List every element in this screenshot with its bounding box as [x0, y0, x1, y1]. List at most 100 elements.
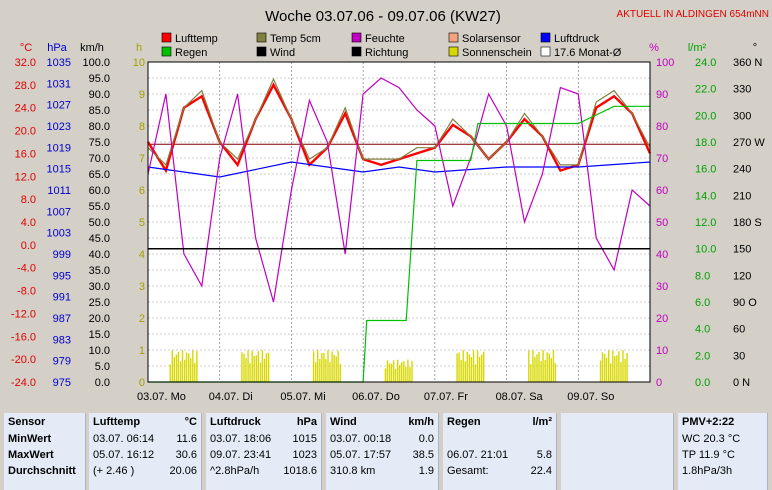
- row-labels-box: Sensor MinWert MaxWert Durchschnitt: [4, 413, 86, 490]
- regen-header: Regen: [447, 416, 481, 428]
- rain-tick-10: 4.0: [695, 324, 710, 336]
- sunshine-bar-4-1: [458, 352, 460, 382]
- sunshine-bar-4-3: [462, 350, 464, 382]
- press-tick-4: 1019: [47, 142, 71, 154]
- sunshine-bar-1-8: [257, 351, 259, 382]
- press-tick-9: 999: [53, 249, 71, 261]
- rain-tick-7: 10.0: [695, 244, 716, 256]
- x-label-5: 08.07. Sa: [496, 391, 544, 403]
- wind-tick-0: 100.0: [82, 57, 110, 69]
- series-lines: [146, 77, 652, 383]
- regen-total-label: Gesamt:: [447, 465, 489, 477]
- chart-title: Woche 03.07.06 - 09.07.06 (KW27): [265, 8, 501, 25]
- hum-tick-9: 10: [656, 345, 668, 357]
- sunshine-bar-4-7: [470, 357, 473, 382]
- legend-label-1: Temp 5cm: [270, 33, 321, 45]
- sun-tick-0: 10: [133, 57, 145, 69]
- wind-min-time: 03.07. 00:18: [330, 433, 392, 445]
- lufttemp-unit: °C: [184, 416, 197, 428]
- temp-tick-0: 32.0: [15, 57, 36, 69]
- series-temp-5cm: [147, 77, 651, 167]
- sunshine-bar-4-8: [472, 350, 475, 382]
- rain-tick-0: 24.0: [695, 57, 716, 69]
- temp-tick-12: -16.0: [11, 331, 36, 343]
- wind-max-value: 38.5: [412, 449, 434, 461]
- axis-unit-3: h: [136, 42, 142, 54]
- sunshine-bar-2-11: [335, 356, 337, 382]
- sunshine-bar-1-7: [255, 355, 257, 382]
- wind-header: Wind: [330, 416, 357, 428]
- lufttemp-max-value: 30.6: [175, 449, 197, 461]
- luftdruck-trend: ^2.8hPa/h: [210, 465, 260, 477]
- sunshine-bar-6-7: [614, 356, 616, 382]
- regen-max-value: 5.8: [536, 449, 552, 461]
- sun-tick-3: 7: [139, 153, 145, 165]
- plot-frame: [147, 61, 651, 383]
- temp-tick-2: 24.0: [15, 103, 36, 115]
- sunshine-bar-3-11: [407, 359, 409, 382]
- wind-tick-18: 10.0: [89, 345, 110, 357]
- hum-tick-1: 90: [656, 89, 668, 101]
- temp-tick-1: 28.0: [15, 80, 36, 92]
- sunshine-bar-2-10: [333, 355, 335, 382]
- legend-swatch-0: [161, 32, 172, 43]
- dir-tick-11: 30: [733, 350, 745, 362]
- rain-tick-5: 14.0: [695, 190, 716, 202]
- sunshine-bar-3-4: [392, 360, 395, 382]
- dir-tick-7: 150: [733, 244, 751, 256]
- sunshine-bar-2-13: [339, 363, 341, 382]
- dir-tick-2: 300: [733, 110, 751, 122]
- rain-tick-2: 20.0: [695, 110, 716, 122]
- sunshine-bar-2-6: [325, 359, 327, 382]
- wind-tick-11: 45.0: [89, 233, 110, 245]
- sun-tick-1: 9: [139, 89, 145, 101]
- pmv-pressure-trend: 1.8hPa/3h: [682, 465, 733, 477]
- legend-label-4: Luftdruck: [554, 33, 600, 45]
- plot-area: [148, 62, 650, 382]
- sunshine-bar-2-9: [331, 351, 333, 382]
- sunshine-bar-0-12: [194, 362, 196, 382]
- sunshine-bar-3-3: [390, 363, 393, 382]
- axis-unit-5: l/m²: [688, 42, 707, 54]
- pmv-box: PMV+2:22 WC 20.3 °C TP 11.9 °C 1.8hPa/3h: [678, 413, 768, 490]
- sunshine-bar-1-4: [249, 363, 251, 382]
- sunshine-bar-2-3: [319, 359, 321, 382]
- sunshine-bar-6-9: [618, 351, 620, 382]
- sunshine-bar-0-2: [173, 357, 175, 382]
- sunshine-bar-5-6: [540, 361, 542, 382]
- sunshine-bar-4-0: [456, 353, 458, 382]
- press-tick-3: 1023: [47, 121, 71, 133]
- sunshine-bar-6-11: [622, 350, 624, 382]
- sunshine-bar-5-11: [550, 358, 552, 382]
- sunshine-bar-6-10: [620, 362, 622, 382]
- temp-tick-14: -24.0: [11, 377, 36, 389]
- legend-swatch-4: [540, 32, 551, 43]
- legend-swatch-1: [256, 32, 267, 43]
- max-label: MaxWert: [8, 449, 54, 461]
- sunshine-bar-4-2: [460, 359, 462, 382]
- wind-tick-3: 85.0: [89, 105, 110, 117]
- series-feuchte: [147, 77, 651, 303]
- legend-swatch-6: [256, 46, 267, 57]
- weather-chart: Woche 03.07.06 - 09.07.06 (KW27) AKTUELL…: [10, 8, 769, 403]
- wind-tick-9: 55.0: [89, 201, 110, 213]
- sunshine-bar-2-2: [317, 350, 319, 382]
- rain-tick-6: 12.0: [695, 217, 716, 229]
- sunshine-bar-0-11: [192, 350, 194, 382]
- sunshine-bar-4-5: [466, 351, 468, 382]
- sunshine-bar-6-12: [624, 358, 626, 382]
- sunshine-bar-1-5: [251, 350, 253, 382]
- x-label-0: 03.07. Mo: [137, 391, 186, 403]
- luftdruck-box: Luftdruck hPa 03.07. 18:06 1015 09.07. 23:…: [206, 413, 322, 490]
- press-tick-11: 991: [53, 292, 71, 304]
- x-label-3: 06.07. Do: [352, 391, 400, 403]
- sunshine-bar-5-10: [548, 353, 550, 382]
- wind-tick-19: 5.0: [95, 361, 110, 373]
- press-tick-15: 975: [53, 377, 71, 389]
- sunshine-bar-2-12: [337, 350, 339, 382]
- luftdruck-max-value: 1023: [292, 449, 317, 461]
- dir-tick-10: 60: [733, 324, 745, 336]
- press-tick-10: 995: [53, 270, 71, 282]
- legend-swatch-7: [351, 46, 362, 57]
- sunshine-bar-1-10: [261, 350, 264, 382]
